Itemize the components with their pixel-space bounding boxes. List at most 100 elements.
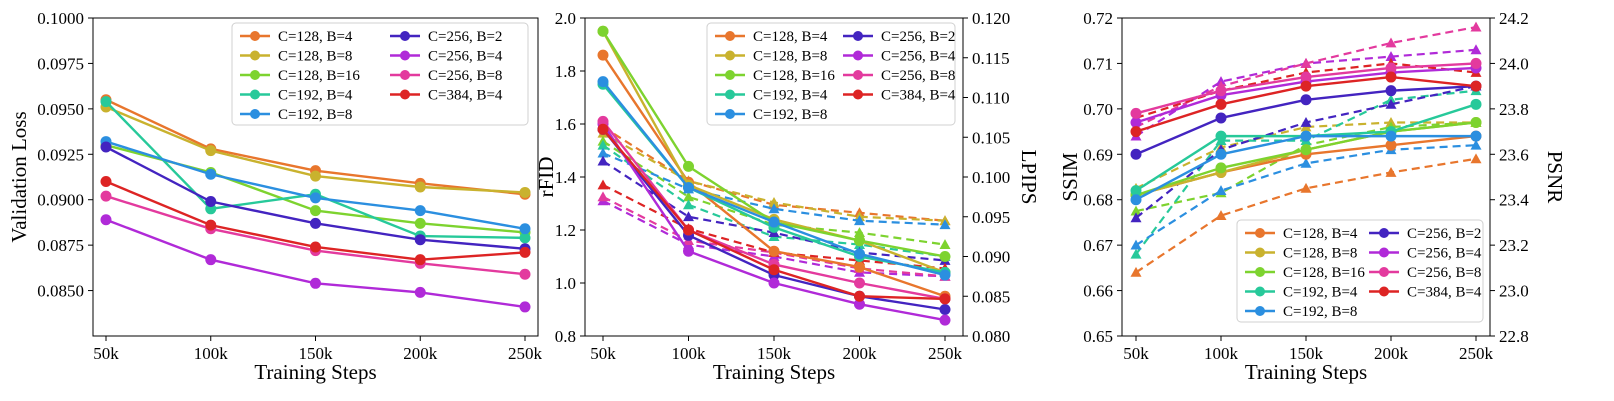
data-point-c-192-b-8 [1470,130,1482,142]
legend-swatch-marker [250,70,260,80]
data-point-triangle-c-192-b-8 [854,215,865,226]
data-point-c-192-b-8 [414,205,426,217]
data-point-triangle-c-128-b-4 [1385,166,1397,177]
x-tick-label: 250k [928,344,963,363]
data-point-c-384-b-4 [1470,80,1482,92]
x-tick-label: 100k [194,344,229,363]
y2-tick-label: 0.085 [972,287,1010,306]
x-axis-label: Training Steps [254,360,376,384]
data-point-c-256-b-2 [100,141,112,153]
y-tick-label: 0.68 [1083,191,1113,210]
data-point-c-384-b-4 [1130,126,1142,138]
y2-tick-label: 23.4 [1499,191,1529,210]
legend-swatch-marker [853,50,863,61]
y-tick-label: 2.0 [555,9,576,28]
x-tick-label: 200k [843,344,878,363]
data-point-c-256-b-2 [1215,112,1227,124]
data-point-c-256-b-8 [1130,107,1142,119]
data-point-triangle-c-128-b-16 [854,227,865,238]
data-point-c-128-b-4 [854,261,865,273]
data-point-c-128-b-4 [1385,139,1397,151]
series-line-dashed-c-128-b-4 [1135,157,1477,274]
legend-swatch-marker [400,31,410,41]
data-point-c-192-b-4 [100,96,112,108]
legend-label: C=384, B=4 [428,88,503,104]
x-tick-label: 50k [93,344,119,363]
legend-swatch-marker [400,70,410,80]
legend-swatch-marker [1255,267,1265,277]
y-tick-label: 0.0975 [37,54,84,73]
legend-swatch-marker [1255,286,1265,297]
legend-box [1236,219,1484,323]
data-point-triangle-c-192-b-4 [597,139,609,150]
data-point-c-256-b-8 [100,190,112,202]
data-point-c-128-b-4 [597,49,609,61]
y2-axis-label: PSNR [1543,151,1567,204]
data-point-c-384-b-4 [939,293,951,305]
x-tick-label: 100k [1204,344,1239,363]
legend-swatch-marker [853,70,863,80]
legend-label: C=192, B=8 [278,107,352,123]
data-point-triangle-c-128-b-8 [768,196,780,207]
data-point-c-256-b-2 [1385,85,1397,97]
data-point-c-192-b-8 [205,168,217,180]
data-point-triangle-c-256-b-2 [597,155,609,166]
data-point-triangle-c-192-b-8 [1300,157,1312,168]
data-point-c-128-b-8 [519,186,531,198]
data-point-triangle-c-256-b-4 [1470,44,1482,55]
y-tick-label: 1.6 [555,115,576,134]
legend-swatch-marker [725,70,735,80]
data-point-c-256-b-4 [683,245,694,257]
data-point-triangle-c-256-b-8 [597,191,609,202]
data-point-c-192-b-8 [1215,148,1227,160]
data-point-c-256-b-2 [1130,148,1142,160]
x-tick-label: 200k [1374,344,1409,363]
legend-label: C=192, B=8 [753,107,827,123]
legend-swatch-marker [400,89,410,100]
data-point-c-384-b-4 [683,224,694,236]
x-axis-label: Training Steps [713,360,835,384]
x-tick-label: 150k [1289,344,1324,363]
data-point-triangle-c-256-b-8 [1300,57,1312,68]
data-point-c-256-b-2 [414,234,426,246]
data-point-c-128-b-8 [414,181,426,193]
data-point-c-128-b-16 [414,217,426,229]
legend-swatch-marker [1379,286,1389,297]
data-point-c-384-b-4 [597,123,609,135]
data-point-c-192-b-8 [683,182,694,194]
data-point-c-384-b-4 [310,241,321,253]
data-point-c-128-b-8 [310,170,321,182]
legend-label: C=128, B=4 [753,29,828,45]
data-point-c-128-b-4 [768,245,780,257]
series-line-dashed-c-192-b-8 [1135,144,1477,247]
legend-label: C=256, B=2 [428,29,502,45]
data-point-c-192-b-8 [310,192,321,204]
data-point-c-384-b-4 [519,246,531,258]
data-point-c-128-b-16 [1470,116,1482,128]
data-point-c-192-b-8 [854,248,865,260]
legend: C=128, B=4 C=128, B=8 C=128, B=16 C=192, B=… [231,22,529,126]
legend-swatch-marker [725,89,735,100]
data-point-c-128-b-16 [1215,162,1227,174]
y-tick-label: 0.8 [555,327,576,346]
legend-swatch-marker [853,31,863,41]
y-tick-label: 1.0 [555,274,576,293]
y-tick-label: 0.71 [1083,54,1113,73]
data-point-c-192-b-4 [1215,130,1227,142]
legend-swatch-marker [725,50,735,61]
data-point-c-128-b-16 [939,251,951,262]
y-tick-label: 0.0875 [37,236,84,255]
legend-swatch-marker [1379,247,1389,258]
legend-label: C=256, B=4 [881,49,956,65]
data-point-c-192-b-8 [1130,194,1142,206]
y-tick-label: 1.2 [555,221,576,240]
data-point-triangle-c-128-b-16 [939,239,951,249]
data-point-c-128-b-16 [683,160,694,172]
data-point-triangle-c-256-b-4 [1385,51,1397,62]
legend-label: C=128, B=4 [278,29,353,45]
data-point-triangle-c-128-b-4 [1130,266,1142,277]
legend-label: C=384, B=4 [881,88,956,104]
legend-label: C=256, B=2 [1407,226,1481,242]
data-point-triangle-c-384-b-4 [597,179,609,190]
